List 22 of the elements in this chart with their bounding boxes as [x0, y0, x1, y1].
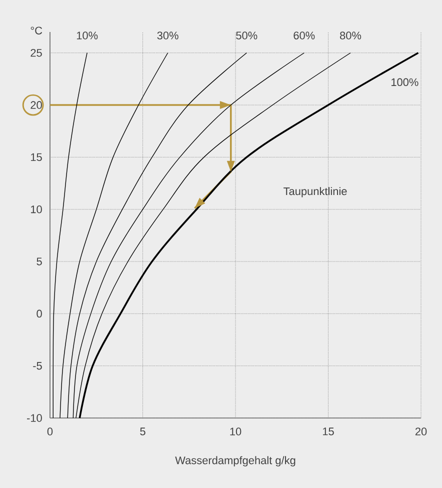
y-axis-title: °C [30, 26, 42, 34]
y-tick-label: 15 [31, 153, 42, 162]
x-tick-label: 15 [322, 428, 334, 436]
x-tick-label: 0 [47, 428, 53, 436]
y-tick-label: -5 [33, 362, 42, 370]
x-axis-title: Wasserdampfgehalt g/kg [175, 456, 296, 466]
series-label: 50% [236, 32, 258, 40]
x-tick-label: 10 [230, 428, 242, 436]
y-tick-label: 0 [36, 310, 42, 318]
x-tick-label: 20 [415, 428, 427, 436]
x-tick-label: 5 [140, 428, 146, 436]
series-label: 30% [157, 32, 178, 40]
y-tick-label: -10 [27, 414, 42, 422]
y-tick-label: 10 [31, 205, 42, 214]
annotation: Taupunktlinie [284, 187, 347, 198]
series-label: 80% [340, 32, 362, 40]
series-label: 10% [76, 32, 98, 40]
series-label: 60% [294, 32, 315, 40]
series-label: 100% [391, 78, 418, 86]
y-tick-label: 5 [36, 258, 42, 266]
y-tick-label: 20 [30, 101, 42, 109]
y-tick-label: 25 [30, 48, 42, 57]
